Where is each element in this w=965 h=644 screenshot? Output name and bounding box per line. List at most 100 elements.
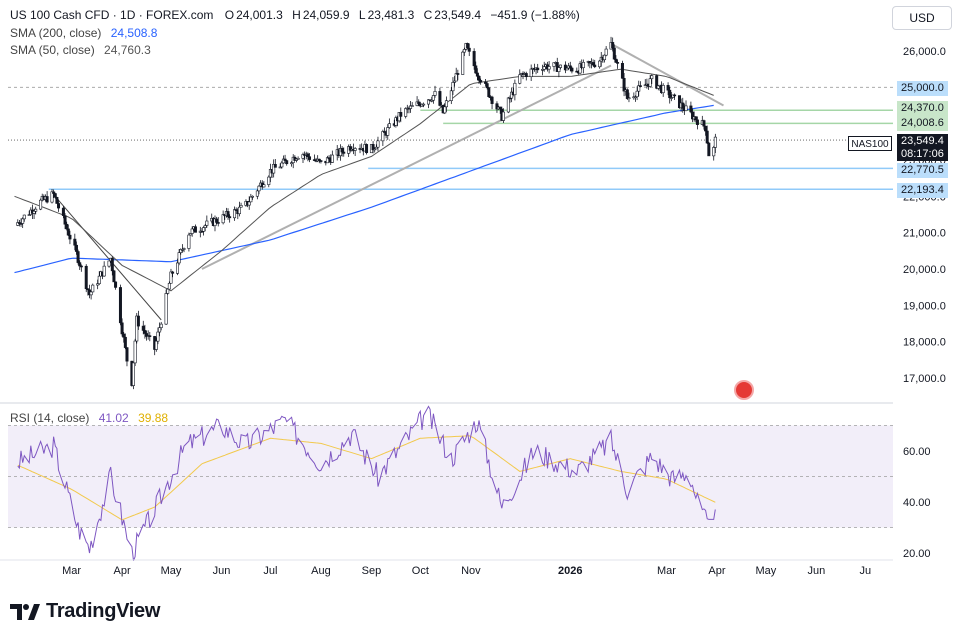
candle-down bbox=[308, 156, 312, 160]
candle-up bbox=[598, 60, 602, 68]
candle-down bbox=[467, 47, 471, 52]
candle-up bbox=[506, 97, 510, 113]
sma50-legend[interactable]: SMA (50, close) 24,760.3 bbox=[10, 43, 153, 57]
candle-up bbox=[387, 123, 391, 128]
candle-down bbox=[317, 158, 321, 161]
time-tick-label: Jun bbox=[808, 565, 826, 577]
candle-up bbox=[107, 260, 111, 267]
candle-up bbox=[373, 148, 377, 151]
candle-down bbox=[215, 218, 219, 223]
candle-down bbox=[694, 116, 698, 121]
candle-down bbox=[666, 85, 670, 91]
candle-down bbox=[625, 89, 629, 99]
candle-down bbox=[616, 62, 620, 64]
candle-down bbox=[456, 73, 460, 75]
candle-up bbox=[176, 262, 180, 274]
candle-up bbox=[376, 140, 380, 148]
countdown: 08:17:06 bbox=[901, 148, 944, 160]
rsi-tick-label: 60.00 bbox=[903, 446, 931, 458]
price-tick-label: 21,000.0 bbox=[903, 228, 946, 240]
ohlc-high: 24,059.9 bbox=[302, 8, 350, 22]
level-25000-tag: 25,000.0 bbox=[897, 81, 948, 96]
candle-down bbox=[52, 191, 56, 194]
candle-up bbox=[513, 82, 517, 96]
candle-down bbox=[145, 333, 149, 337]
time-tick-label: Apr bbox=[708, 565, 725, 577]
candle-up bbox=[410, 105, 414, 107]
candle-down bbox=[484, 81, 488, 84]
candle-up bbox=[294, 158, 298, 161]
candle-up bbox=[650, 75, 654, 80]
candle-down bbox=[120, 322, 124, 335]
level-24370-tag: 24,370.0 bbox=[897, 101, 948, 116]
candle-down bbox=[622, 78, 626, 92]
candle-up bbox=[374, 146, 378, 150]
tradingview-logo[interactable]: TradingView bbox=[10, 600, 160, 623]
candle-up bbox=[426, 99, 430, 105]
candle-up bbox=[648, 78, 652, 87]
sma200-value: 24,508.8 bbox=[110, 26, 158, 40]
candle-down bbox=[677, 95, 681, 109]
candle-down bbox=[704, 125, 708, 132]
time-tick-label: Nov bbox=[461, 565, 481, 577]
candle-down bbox=[84, 265, 88, 290]
candle-up bbox=[158, 327, 162, 333]
candle-up bbox=[239, 205, 243, 208]
candle-up bbox=[262, 184, 266, 188]
ohlc-open-label: O bbox=[224, 8, 235, 22]
candle-down bbox=[593, 64, 597, 68]
candle-down bbox=[655, 75, 659, 89]
sma200-legend[interactable]: SMA (200, close) 24,508.8 bbox=[10, 26, 159, 40]
rsi-legend[interactable]: RSI (14, close) 41.02 39.88 bbox=[10, 411, 170, 425]
candle-down bbox=[611, 42, 615, 49]
candle-up bbox=[272, 164, 276, 174]
candle-down bbox=[283, 158, 287, 161]
candle-up bbox=[233, 209, 237, 219]
candle-up bbox=[135, 315, 139, 342]
ohlc-low: 23,481.3 bbox=[367, 8, 415, 22]
candle-down bbox=[55, 197, 59, 204]
grid bbox=[8, 86, 893, 141]
candle-down bbox=[570, 67, 574, 72]
candle-down bbox=[45, 196, 49, 203]
time-tick-label: 2026 bbox=[558, 565, 582, 577]
candle-down bbox=[73, 238, 77, 246]
candle-down bbox=[498, 106, 502, 110]
candle-up bbox=[713, 136, 717, 148]
us-flag-icon[interactable] bbox=[734, 380, 754, 400]
symbol-legend[interactable]: US 100 Cash CFD · 1D · FOREX.com O 24,001… bbox=[10, 8, 582, 22]
time-tick-label: May bbox=[755, 565, 776, 577]
candle-down bbox=[591, 62, 595, 66]
candle-up bbox=[603, 54, 607, 61]
candle-up bbox=[205, 220, 209, 226]
candle-up bbox=[510, 91, 514, 99]
candle-down bbox=[475, 72, 479, 77]
candle-up bbox=[529, 68, 533, 78]
candle-up bbox=[187, 234, 191, 249]
candle-down bbox=[79, 265, 83, 268]
tradingview-logo-icon bbox=[10, 603, 40, 620]
candle-down bbox=[417, 101, 421, 105]
candle-up bbox=[202, 227, 206, 232]
candle-up bbox=[247, 201, 251, 206]
candle-down bbox=[474, 65, 478, 74]
candle-down bbox=[365, 144, 369, 154]
time-tick-label: May bbox=[161, 565, 182, 577]
currency-button[interactable]: USD bbox=[892, 6, 952, 30]
trendlines bbox=[53, 42, 724, 321]
candle-up bbox=[16, 222, 20, 226]
level-22770-tag: 22,770.5 bbox=[897, 163, 948, 178]
candle-up bbox=[353, 148, 357, 151]
time-tick-label: Apr bbox=[114, 565, 131, 577]
time-tick-label: Oct bbox=[412, 565, 429, 577]
trendline-2 bbox=[201, 64, 612, 270]
candle-up bbox=[249, 196, 253, 203]
candle-up bbox=[179, 249, 183, 253]
candle-down bbox=[125, 347, 129, 362]
candle-down bbox=[110, 257, 114, 272]
moving-averages bbox=[14, 68, 714, 292]
time-tick-label: Jun bbox=[213, 565, 231, 577]
candle-up bbox=[50, 191, 54, 203]
candle-up bbox=[547, 66, 551, 70]
